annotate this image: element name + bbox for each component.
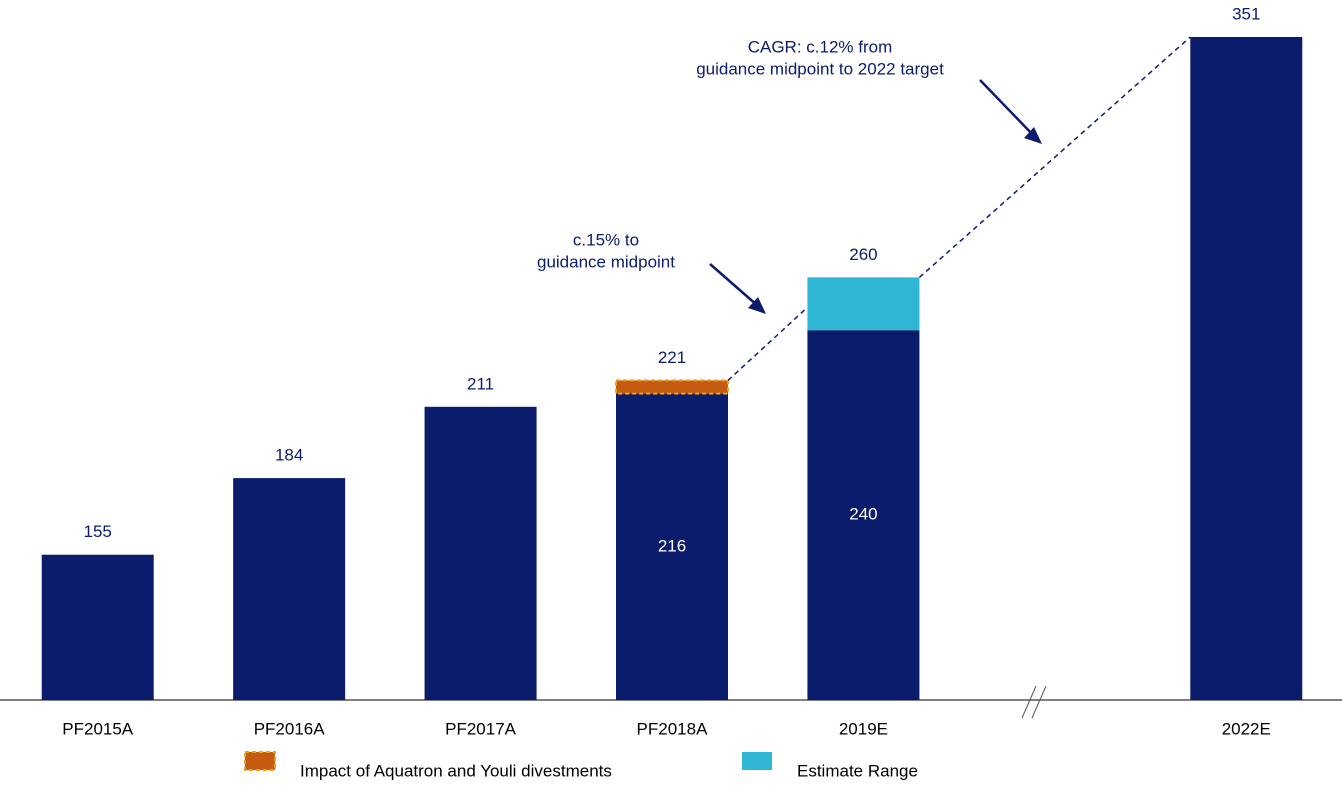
total-label: 184 [275, 446, 303, 465]
x-tick-label: PF2018A [637, 719, 709, 738]
bar-segment [233, 478, 346, 700]
bar-segment [1190, 37, 1303, 700]
total-label: 211 [467, 374, 494, 393]
annotation: c.15% to [573, 230, 639, 249]
x-tick-label: 2022E [1222, 719, 1271, 738]
bar-segment [807, 277, 920, 331]
bar-segment [616, 393, 728, 700]
legend-label: Estimate Range [797, 761, 918, 780]
legend-swatch [742, 752, 772, 770]
x-tick-label: PF2017A [445, 719, 517, 738]
x-tick-label: PF2016A [254, 719, 326, 738]
total-label: 351 [1232, 4, 1260, 23]
legend-label: Impact of Aquatron and Youli divestments [300, 761, 612, 780]
total-label: 221 [658, 348, 686, 367]
trend-line [918, 36, 1191, 278]
total-label: 260 [849, 245, 877, 264]
inner-label: 216 [658, 536, 686, 555]
annotation-arrows [709, 79, 1042, 314]
trend-line [727, 306, 808, 381]
axis-break [1021, 685, 1047, 719]
annotation: guidance midpoint [537, 252, 675, 271]
bar-segment [807, 330, 920, 700]
bar-segment [615, 379, 729, 395]
annotation: CAGR: c.12% from [748, 37, 893, 56]
legend-swatch [244, 751, 276, 771]
bar-segment [41, 554, 154, 700]
annotation: guidance midpoint to 2022 target [696, 59, 944, 78]
total-label: 155 [84, 522, 112, 541]
x-tick-label: 2019E [839, 719, 888, 738]
inner-label: 240 [849, 505, 877, 524]
x-tick-label: PF2015A [62, 719, 134, 738]
bar-segment [424, 406, 537, 700]
